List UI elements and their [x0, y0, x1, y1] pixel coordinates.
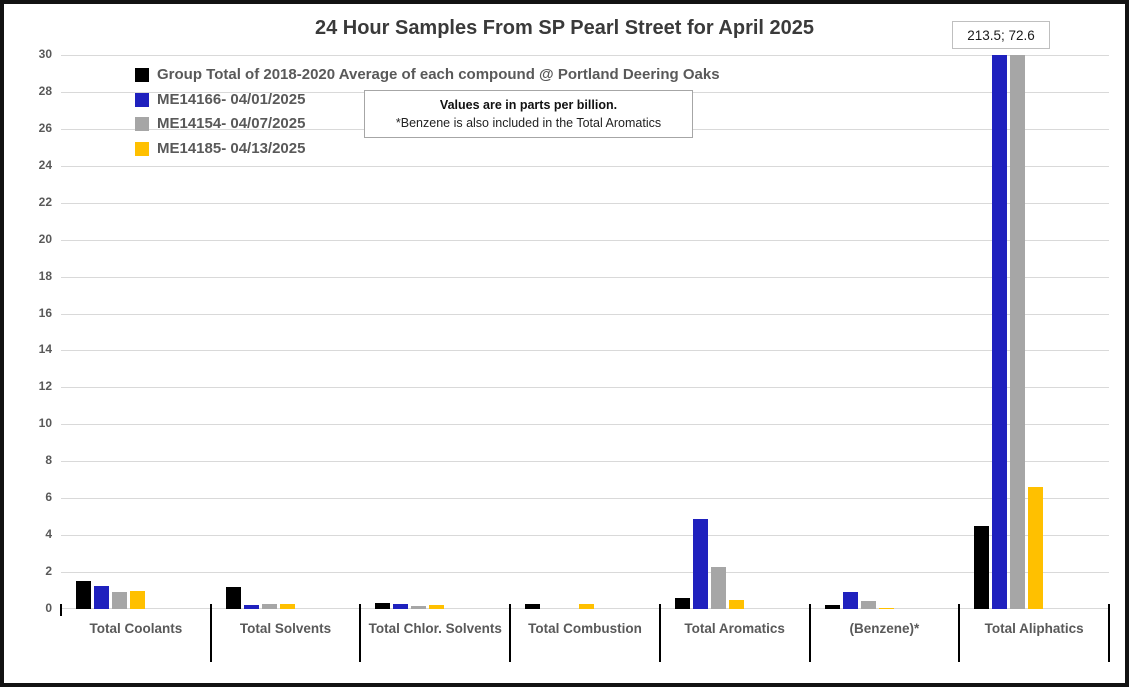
x-category-label-4: Total Aromatics	[684, 621, 785, 636]
y-tick-label-26: 26	[38, 120, 52, 135]
bar-total-coolants-series-2	[112, 592, 127, 609]
y-tick-label-16: 16	[38, 305, 52, 320]
gridline-24	[61, 165, 1109, 167]
category-tick-1	[209, 604, 212, 662]
offscale-value-box: 213.5; 72.6	[952, 21, 1050, 49]
y-tick-label-2: 2	[45, 564, 52, 579]
plot-area	[61, 55, 1109, 609]
category-tick-4	[658, 604, 661, 662]
gridline-16	[61, 313, 1109, 315]
y-tick-label-18: 18	[38, 268, 52, 283]
bar-total-combustion-series-3	[579, 604, 595, 609]
y-tick-label-12: 12	[38, 379, 52, 394]
x-category-label-5: (Benzene)*	[849, 621, 920, 636]
y-tick-label-14: 14	[38, 342, 52, 357]
offscale-value-label: 213.5; 72.6	[967, 27, 1035, 43]
legend-item-label: ME14185- 04/13/2025	[157, 140, 306, 157]
x-category-label-6: Total Aliphatics	[984, 621, 1084, 636]
legend-swatch-icon	[135, 141, 149, 156]
y-tick-label-8: 8	[45, 453, 52, 468]
category-tick-0	[60, 604, 62, 616]
bar-total-aromatics-series-1	[692, 519, 708, 609]
legend-item-label: Group Total of 2018-2020 Average of each…	[157, 66, 720, 83]
y-tick-label-22: 22	[38, 194, 52, 209]
category-tick-6	[958, 604, 961, 662]
bar-total-aliphatics-series-3	[1028, 487, 1044, 609]
bar-benzene-series-2	[860, 600, 876, 609]
chart-title: 24 Hour Samples From SP Pearl Street for…	[314, 17, 815, 39]
bar-total-aromatics-series-2	[710, 566, 726, 609]
gridline-30	[61, 55, 1109, 56]
x-category-label-0: Total Coolants	[89, 621, 183, 636]
note-line-benzene: *Benzene is also included in the Total A…	[395, 116, 662, 130]
bar-total-solvents-series-0	[225, 586, 241, 609]
legend-item-3: ME14185- 04/13/2025	[135, 140, 305, 157]
bar-total-chlor-solvents-series-0	[375, 602, 391, 609]
bar-benzene-series-3	[878, 608, 894, 609]
category-tick-3	[509, 604, 512, 662]
bar-total-chlor-solvents-series-2	[411, 606, 427, 609]
bar-total-chlor-solvents-series-1	[393, 604, 409, 609]
x-category-label-1: Total Solvents	[239, 621, 332, 636]
legend-swatch-icon	[135, 116, 149, 131]
y-tick-label-0: 0	[45, 601, 52, 615]
y-tick-label-10: 10	[38, 416, 52, 431]
legend-item-label: ME14166- 04/01/2025	[157, 91, 306, 108]
y-tick-label-28: 28	[38, 83, 52, 98]
bar-total-coolants-series-3	[130, 590, 145, 609]
gridline-20	[61, 239, 1109, 241]
y-tick-label-30: 30	[38, 47, 52, 61]
bar-benzene-series-1	[842, 592, 858, 609]
legend-item-2: ME14154- 04/07/2025	[135, 115, 305, 132]
legend-item-label: ME14154- 04/07/2025	[157, 115, 306, 132]
y-tick-label-24: 24	[38, 157, 52, 172]
legend-swatch-icon	[135, 67, 149, 82]
x-category-label-2: Total Chlor. Solvents	[368, 621, 502, 636]
gridline-6	[61, 498, 1109, 500]
bar-total-coolants-series-1	[94, 585, 109, 609]
gridline-10	[61, 424, 1109, 426]
bar-benzene-series-0	[824, 605, 840, 609]
x-category-label-3: Total Combustion	[528, 621, 642, 636]
bar-total-combustion-series-0	[525, 604, 541, 609]
note-box: Values are in parts per billion. *Benzen…	[364, 90, 693, 138]
category-tick-5	[808, 604, 811, 662]
bar-total-solvents-series-1	[243, 605, 259, 609]
gridline-2	[61, 572, 1109, 574]
bar-total-solvents-series-3	[279, 604, 295, 609]
bar-total-coolants-series-0	[76, 581, 91, 609]
y-tick-label-20: 20	[38, 231, 52, 246]
gridline-14	[61, 350, 1109, 352]
gridline-8	[61, 461, 1109, 463]
y-tick-label-4: 4	[45, 527, 52, 542]
bar-total-aliphatics-series-0	[974, 525, 990, 609]
note-line-units: Values are in parts per billion.	[439, 97, 618, 112]
legend-item-1: ME14166- 04/01/2025	[135, 91, 305, 108]
gridline-4	[61, 535, 1109, 537]
y-tick-label-6: 6	[45, 490, 52, 505]
category-tick-2	[359, 604, 362, 662]
bar-total-aliphatics-series-1	[992, 55, 1008, 609]
bar-total-aromatics-series-3	[728, 599, 744, 609]
legend-swatch-icon	[135, 92, 149, 107]
bar-total-aromatics-series-0	[674, 597, 690, 609]
gridline-18	[61, 276, 1109, 278]
legend-item-0: Group Total of 2018-2020 Average of each…	[135, 66, 720, 83]
gridline-12	[61, 387, 1109, 389]
bar-total-aliphatics-series-2	[1010, 55, 1026, 609]
gridline-22	[61, 202, 1109, 204]
bar-total-solvents-series-2	[261, 604, 277, 609]
bar-total-chlor-solvents-series-3	[429, 605, 445, 609]
category-tick-7	[1108, 604, 1110, 662]
